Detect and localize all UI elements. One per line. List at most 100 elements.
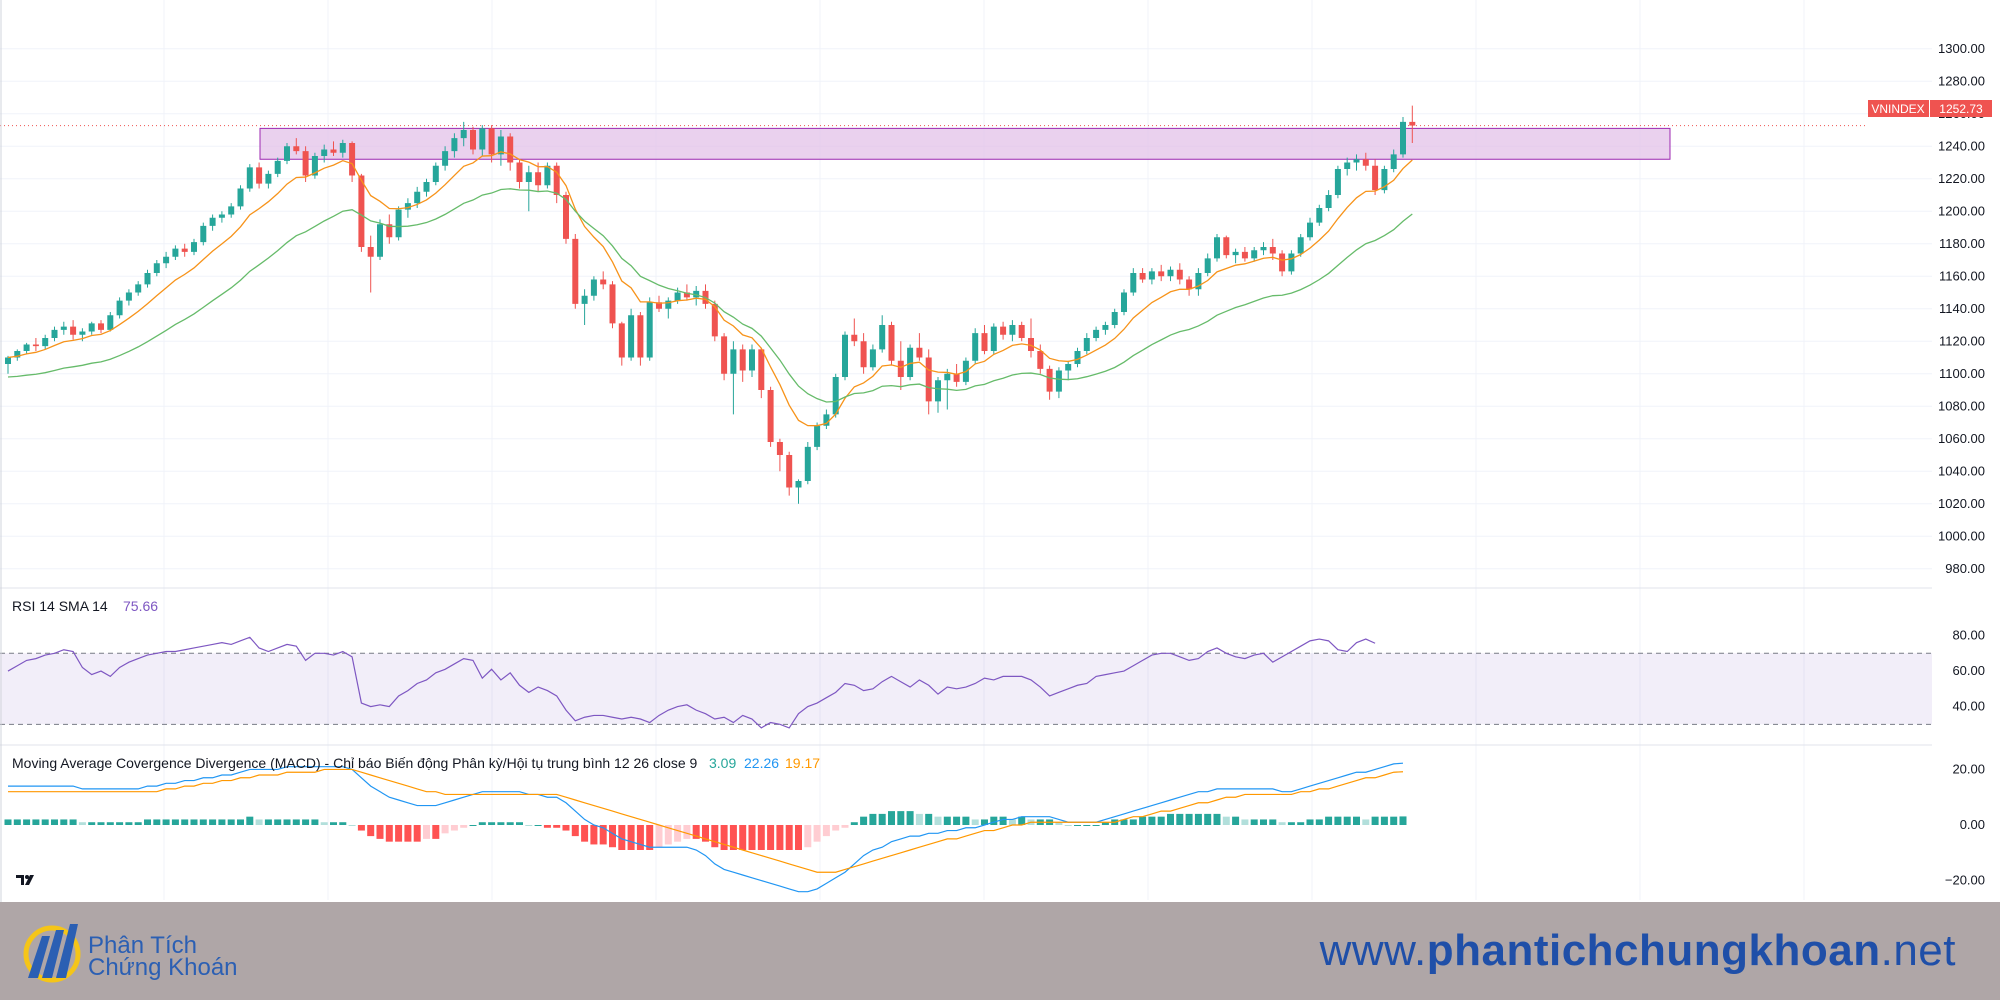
macd-histogram-bar [1325, 816, 1333, 825]
candle-body [432, 165, 439, 182]
candle-body [1074, 351, 1081, 364]
candle-body [79, 331, 86, 335]
candle-body [1362, 159, 1369, 166]
candle-body [1093, 329, 1100, 338]
macd-histogram-bar [1334, 816, 1342, 825]
candle-body [497, 136, 504, 155]
candle [665, 297, 672, 319]
candle [339, 139, 346, 158]
candle [1046, 365, 1053, 400]
macd-histogram-bar [822, 825, 830, 837]
macd-histogram-bar [581, 825, 589, 842]
candle-body [125, 292, 132, 301]
candle [972, 328, 979, 364]
tradingview-logo-icon[interactable] [14, 870, 40, 890]
macd-histogram-bar [1287, 822, 1295, 825]
candle-body [1065, 364, 1072, 371]
candle [107, 312, 114, 332]
candle [191, 238, 197, 256]
candle [1139, 268, 1146, 283]
macd-histogram-bar [664, 825, 672, 845]
candle [1102, 321, 1109, 335]
candle-body [1269, 247, 1276, 254]
price-tick-label: 1060.00 [1938, 431, 1985, 446]
candle-body [683, 292, 690, 298]
macd-histogram-bar [1064, 825, 1072, 826]
chart-area[interactable]: 1300.001280.001260.001240.001220.001200.… [0, 0, 2000, 902]
candle-body [1288, 253, 1295, 272]
candle [590, 276, 597, 301]
candle [1279, 250, 1286, 277]
macd-histogram-bar [199, 819, 207, 825]
candle [200, 222, 207, 246]
candle [1362, 152, 1369, 171]
candle-body [907, 347, 914, 377]
candle [897, 341, 904, 390]
website-suffix: .net [1880, 926, 1956, 975]
macd-histogram-bar [488, 822, 496, 825]
candle [553, 162, 560, 204]
candle-body [869, 349, 876, 368]
candle [1260, 242, 1267, 256]
candle [135, 281, 142, 296]
candle-body [23, 344, 30, 351]
macd-histogram-bar [1399, 816, 1407, 825]
candle [1409, 105, 1416, 143]
website-url[interactable]: www.phantichchungkhoan.net [1320, 926, 1956, 976]
macd-histogram-bar [302, 819, 310, 825]
candle [256, 162, 263, 189]
macd-histogram-bar [78, 822, 86, 825]
candle-body [590, 279, 597, 296]
macd-histogram-bar [13, 819, 21, 825]
candle [1251, 247, 1258, 262]
candle [823, 409, 830, 429]
macd-histogram-value: 3.09 [709, 755, 736, 771]
macd-histogram-bar [1185, 813, 1193, 825]
candle-body [544, 165, 551, 186]
macd-histogram-bar [1194, 813, 1202, 825]
candle [990, 323, 997, 355]
candle [1009, 320, 1016, 342]
candle [1344, 157, 1351, 176]
candle [879, 315, 886, 353]
candle-body [795, 481, 802, 488]
macd-histogram-bar [1260, 819, 1267, 825]
candle [1130, 268, 1137, 296]
candle-body [1121, 292, 1127, 312]
candle-body [711, 303, 718, 337]
candle [1297, 234, 1304, 257]
rsi-band-fill [0, 653, 1932, 725]
price-tick-label: 1200.00 [1938, 203, 1985, 218]
candle [935, 377, 941, 413]
candle-body [935, 380, 941, 402]
candle-body [525, 172, 532, 182]
macd-histogram-bar [497, 822, 505, 825]
rsi-tick-label: 60.00 [1952, 663, 1985, 678]
candle-body [786, 455, 793, 488]
macd-histogram-bar [4, 819, 12, 825]
macd-histogram-bar [450, 825, 458, 831]
macd-group [4, 762, 1407, 893]
candle-body [749, 349, 755, 371]
candle [1148, 268, 1155, 285]
macd-histogram-bar [367, 825, 375, 837]
macd-histogram-bar [943, 816, 951, 825]
macd-histogram-bar [720, 825, 728, 850]
macd-histogram-bar [869, 813, 877, 825]
macd-signal-line [8, 768, 1404, 873]
macd-tick-label: 0.00 [1960, 817, 1985, 832]
macd-histogram-bar [1278, 822, 1286, 825]
candle-body [1279, 253, 1286, 272]
candle-body [600, 279, 607, 285]
macd-histogram-bar [832, 825, 840, 831]
candle-body [888, 325, 895, 361]
macd-histogram-bar [153, 819, 161, 825]
candle-body [832, 377, 839, 415]
macd-histogram-bar [237, 819, 244, 825]
brand-logo-icon [23, 924, 81, 983]
candle [916, 333, 923, 361]
macd-histogram-bar [1390, 816, 1398, 825]
macd-histogram-bar [330, 822, 337, 825]
candle [1400, 117, 1406, 158]
candle-body [1186, 279, 1193, 290]
